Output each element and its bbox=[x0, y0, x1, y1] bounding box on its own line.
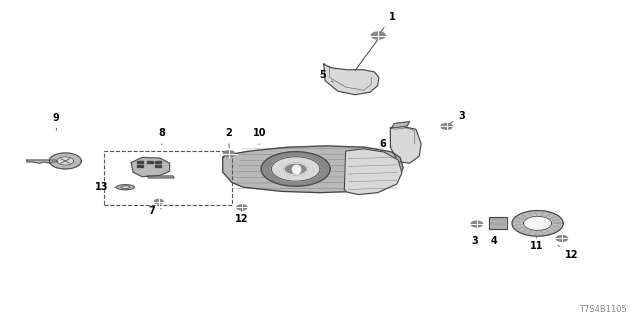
Circle shape bbox=[237, 205, 247, 210]
Text: 3: 3 bbox=[451, 111, 465, 123]
Bar bbox=[155, 161, 161, 163]
Circle shape bbox=[261, 152, 330, 186]
Bar bbox=[104, 151, 232, 205]
Text: 1: 1 bbox=[381, 12, 396, 32]
Text: T7S4B1105: T7S4B1105 bbox=[579, 305, 627, 314]
Polygon shape bbox=[147, 176, 174, 178]
Circle shape bbox=[57, 157, 74, 165]
Text: 9: 9 bbox=[53, 113, 60, 130]
Ellipse shape bbox=[121, 186, 130, 188]
Polygon shape bbox=[390, 126, 421, 163]
Polygon shape bbox=[344, 149, 402, 195]
Text: 10: 10 bbox=[252, 128, 266, 145]
Text: 11: 11 bbox=[529, 237, 543, 251]
Polygon shape bbox=[27, 160, 58, 163]
Text: 12: 12 bbox=[235, 210, 249, 224]
Polygon shape bbox=[489, 217, 507, 229]
Bar bbox=[137, 161, 143, 163]
Text: 13: 13 bbox=[95, 182, 116, 192]
Circle shape bbox=[371, 32, 385, 39]
Circle shape bbox=[556, 236, 568, 241]
Circle shape bbox=[49, 153, 81, 169]
Bar bbox=[147, 161, 153, 163]
Circle shape bbox=[284, 163, 307, 175]
Polygon shape bbox=[223, 146, 403, 193]
Text: 3: 3 bbox=[472, 236, 478, 246]
Circle shape bbox=[154, 199, 163, 204]
Circle shape bbox=[271, 157, 320, 181]
Text: 5: 5 bbox=[319, 70, 333, 82]
Text: 2: 2 bbox=[226, 128, 232, 148]
Circle shape bbox=[223, 151, 235, 156]
Text: 6: 6 bbox=[380, 139, 392, 149]
Text: 4: 4 bbox=[491, 236, 497, 246]
Polygon shape bbox=[324, 64, 379, 95]
Polygon shape bbox=[131, 157, 170, 177]
Polygon shape bbox=[392, 122, 410, 128]
Bar bbox=[137, 165, 143, 167]
Circle shape bbox=[512, 211, 563, 236]
Circle shape bbox=[471, 221, 483, 227]
Text: 7: 7 bbox=[148, 206, 161, 216]
Bar bbox=[155, 165, 161, 167]
Circle shape bbox=[441, 124, 452, 129]
Circle shape bbox=[524, 216, 552, 230]
Ellipse shape bbox=[116, 185, 134, 190]
Text: 8: 8 bbox=[159, 128, 165, 145]
Text: 12: 12 bbox=[558, 245, 578, 260]
